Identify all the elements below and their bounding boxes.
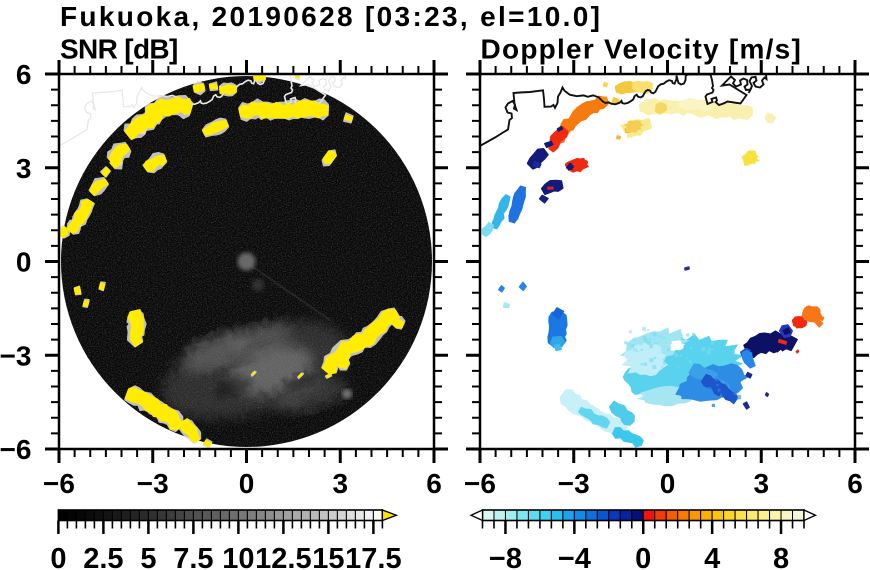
svg-text:−4: −4: [558, 543, 591, 570]
svg-text:Doppler Velocity [m/s]: Doppler Velocity [m/s]: [481, 34, 803, 65]
svg-text:3: 3: [332, 468, 348, 499]
svg-text:8: 8: [773, 543, 789, 570]
svg-text:3: 3: [753, 468, 769, 499]
svg-text:−8: −8: [489, 543, 522, 570]
svg-text:17.5: 17.5: [345, 543, 401, 570]
svg-text:0: 0: [239, 468, 255, 499]
svg-text:6: 6: [426, 468, 442, 499]
svg-text:−3: −3: [137, 468, 169, 499]
svg-text:12.5: 12.5: [255, 543, 311, 570]
svg-text:6: 6: [847, 468, 863, 499]
svg-text:0: 0: [16, 247, 32, 278]
svg-text:−6: −6: [464, 468, 496, 499]
svg-text:7.5: 7.5: [173, 543, 213, 570]
svg-text:0: 0: [660, 468, 676, 499]
svg-text:4: 4: [704, 543, 720, 570]
svg-text:2.5: 2.5: [83, 543, 123, 570]
svg-text:3: 3: [16, 153, 32, 184]
svg-text:0: 0: [635, 543, 651, 570]
svg-text:−6: −6: [0, 434, 32, 465]
svg-text:−3: −3: [0, 340, 32, 371]
svg-text:5: 5: [140, 543, 156, 570]
svg-text:−6: −6: [43, 468, 75, 499]
svg-text:15: 15: [312, 543, 344, 570]
svg-text:10: 10: [222, 543, 254, 570]
svg-text:6: 6: [16, 59, 32, 90]
svg-text:SNR [dB]: SNR [dB]: [60, 34, 178, 65]
svg-text:Fukuoka, 20190628 [03:23, el=1: Fukuoka, 20190628 [03:23, el=10.0]: [60, 1, 602, 32]
svg-text:0: 0: [50, 543, 66, 570]
svg-text:−3: −3: [558, 468, 590, 499]
